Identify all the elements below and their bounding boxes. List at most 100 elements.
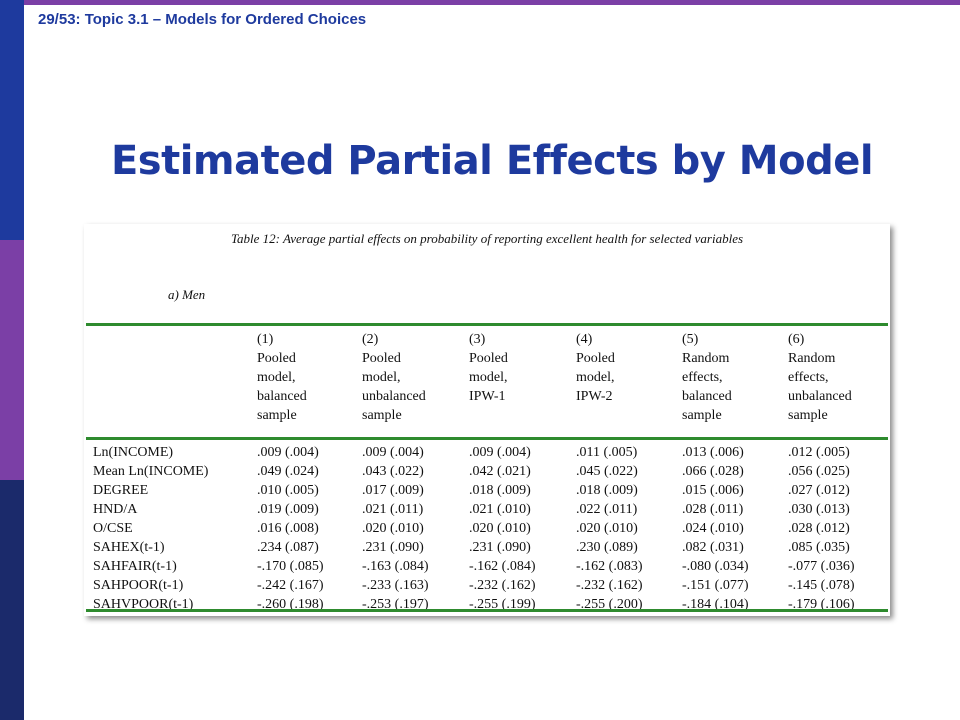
- table-cell: .013 (.006): [682, 445, 744, 460]
- table-row: Mean Ln(INCOME) .049 (.024) .043 (.022) .04…: [84, 462, 890, 481]
- row-label: SAHEX(t-1): [93, 540, 165, 555]
- table-row: HND/A .019 (.009) .021 (.011) .021 (.010) .0…: [84, 500, 890, 519]
- table-cell: .231 (.090): [362, 540, 424, 555]
- table-cell: -.232 (.162): [576, 578, 643, 593]
- table-cell: -.162 (.084): [469, 559, 536, 574]
- slide-title: Estimated Partial Effects by Model: [110, 138, 874, 184]
- column-header-line: model,: [576, 370, 615, 385]
- column-header-line: (3): [469, 332, 486, 347]
- table-cell: .009 (.004): [362, 445, 424, 460]
- column-header-line: Pooled: [469, 351, 508, 366]
- row-label: Mean Ln(INCOME): [93, 464, 209, 479]
- column-header-line: IPW-1: [469, 389, 506, 404]
- table-cell: .056 (.025): [788, 464, 850, 479]
- table-top-rule: [86, 323, 888, 326]
- table-cell: -.077 (.036): [788, 559, 855, 574]
- table-cell: .028 (.011): [682, 502, 744, 517]
- column-header-line: Random: [788, 351, 836, 366]
- left-accent-bar-middle: [0, 240, 24, 480]
- table-row: SAHFAIR(t-1) -.170 (.085) -.163 (.084) -.16…: [84, 557, 890, 576]
- table-cell: -.184 (.104): [682, 597, 749, 612]
- table-cell: -.253 (.197): [362, 597, 429, 612]
- column-header-line: unbalanced: [788, 389, 852, 404]
- table-cell: -.145 (.078): [788, 578, 855, 593]
- row-label: DEGREE: [93, 483, 149, 498]
- table-cell: -.162 (.083): [576, 559, 643, 574]
- table-cell: .027 (.012): [788, 483, 850, 498]
- column-header-line: sample: [257, 408, 297, 423]
- column-header-1: (1) Pooled model, balanced sample: [257, 330, 307, 425]
- column-header-line: unbalanced: [362, 389, 426, 404]
- table-cell: .018 (.009): [469, 483, 531, 498]
- column-header-line: sample: [362, 408, 402, 423]
- table-cell: .020 (.010): [469, 521, 531, 536]
- table-cell: .015 (.006): [682, 483, 744, 498]
- table-cell: -.163 (.084): [362, 559, 429, 574]
- table-row: SAHEX(t-1) .234 (.087) .231 (.090) .231 (.0…: [84, 538, 890, 557]
- table-cell: .028 (.012): [788, 521, 850, 536]
- table-row: O/CSE .016 (.008) .020 (.010) .020 (.010) .0…: [84, 519, 890, 538]
- row-label: O/CSE: [93, 521, 133, 536]
- column-header-line: Pooled: [362, 351, 401, 366]
- table-cell: .045 (.022): [576, 464, 638, 479]
- table-cell: .066 (.028): [682, 464, 744, 479]
- table-cell: .085 (.035): [788, 540, 850, 555]
- column-header-line: effects,: [682, 370, 723, 385]
- table-cell: -.255 (.199): [469, 597, 536, 612]
- table-cell: .010 (.005): [257, 483, 319, 498]
- column-header-line: model,: [362, 370, 401, 385]
- column-header-line: IPW-2: [576, 389, 613, 404]
- table-cell: .082 (.031): [682, 540, 744, 555]
- table-cell: .030 (.013): [788, 502, 850, 517]
- row-label: SAHVPOOR(t-1): [93, 597, 194, 612]
- column-header-line: model,: [257, 370, 296, 385]
- table-cell: -.151 (.077): [682, 578, 749, 593]
- column-header-5: (5) Random effects, balanced sample: [682, 330, 732, 425]
- column-header-line: (4): [576, 332, 593, 347]
- table-cell: -.179 (.106): [788, 597, 855, 612]
- table-cell: .022 (.011): [576, 502, 638, 517]
- table-cell: .012 (.005): [788, 445, 850, 460]
- table-row: SAHVPOOR(t-1) -.260 (.198) -.253 (.197) -.2…: [84, 595, 890, 614]
- table-cell: -.080 (.034): [682, 559, 749, 574]
- table-cell: .042 (.021): [469, 464, 531, 479]
- table-header-rule: [86, 437, 888, 440]
- table-cell: -.242 (.167): [257, 578, 324, 593]
- top-accent-strip: [24, 0, 960, 5]
- table-cell: .020 (.010): [362, 521, 424, 536]
- row-label: HND/A: [93, 502, 138, 517]
- table-cell: -.232 (.162): [469, 578, 536, 593]
- column-header-line: effects,: [788, 370, 829, 385]
- table-cell: .020 (.010): [576, 521, 638, 536]
- table-cell: .018 (.009): [576, 483, 638, 498]
- table-cell: .230 (.089): [576, 540, 638, 555]
- table-image-panel: Table 12: Average partial effects on pro…: [84, 224, 890, 616]
- table-cell: -.260 (.198): [257, 597, 324, 612]
- table-cell: .011 (.005): [576, 445, 638, 460]
- table-cell: .016 (.008): [257, 521, 319, 536]
- table-cell: .017 (.009): [362, 483, 424, 498]
- table-cell: .024 (.010): [682, 521, 744, 536]
- table-caption: Table 12: Average partial effects on pro…: [230, 231, 744, 246]
- column-header-2: (2) Pooled model, unbalanced sample: [362, 330, 426, 425]
- table-row: Ln(INCOME) .009 (.004) .009 (.004) .009 (.0…: [84, 443, 890, 462]
- row-label: Ln(INCOME): [93, 445, 174, 460]
- table-cell: .009 (.004): [257, 445, 319, 460]
- table-cell: .043 (.022): [362, 464, 424, 479]
- table-cell: .009 (.004): [469, 445, 531, 460]
- table-cell: -.170 (.085): [257, 559, 324, 574]
- column-header-line: Pooled: [576, 351, 615, 366]
- table-cell: .021 (.011): [362, 502, 424, 517]
- table-cell: -.255 (.200): [576, 597, 643, 612]
- column-header-line: (5): [682, 332, 699, 347]
- column-header-line: (2): [362, 332, 379, 347]
- table-cell: .231 (.090): [469, 540, 531, 555]
- column-header-line: (1): [257, 332, 274, 347]
- row-label: SAHPOOR(t-1): [93, 578, 184, 593]
- column-header-3: (3) Pooled model, IPW-1: [469, 330, 508, 406]
- table-cell: .234 (.087): [257, 540, 319, 555]
- column-header-4: (4) Pooled model, IPW-2: [576, 330, 615, 406]
- table-cell: .049 (.024): [257, 464, 319, 479]
- table-cell: -.233 (.163): [362, 578, 429, 593]
- column-header-line: model,: [469, 370, 508, 385]
